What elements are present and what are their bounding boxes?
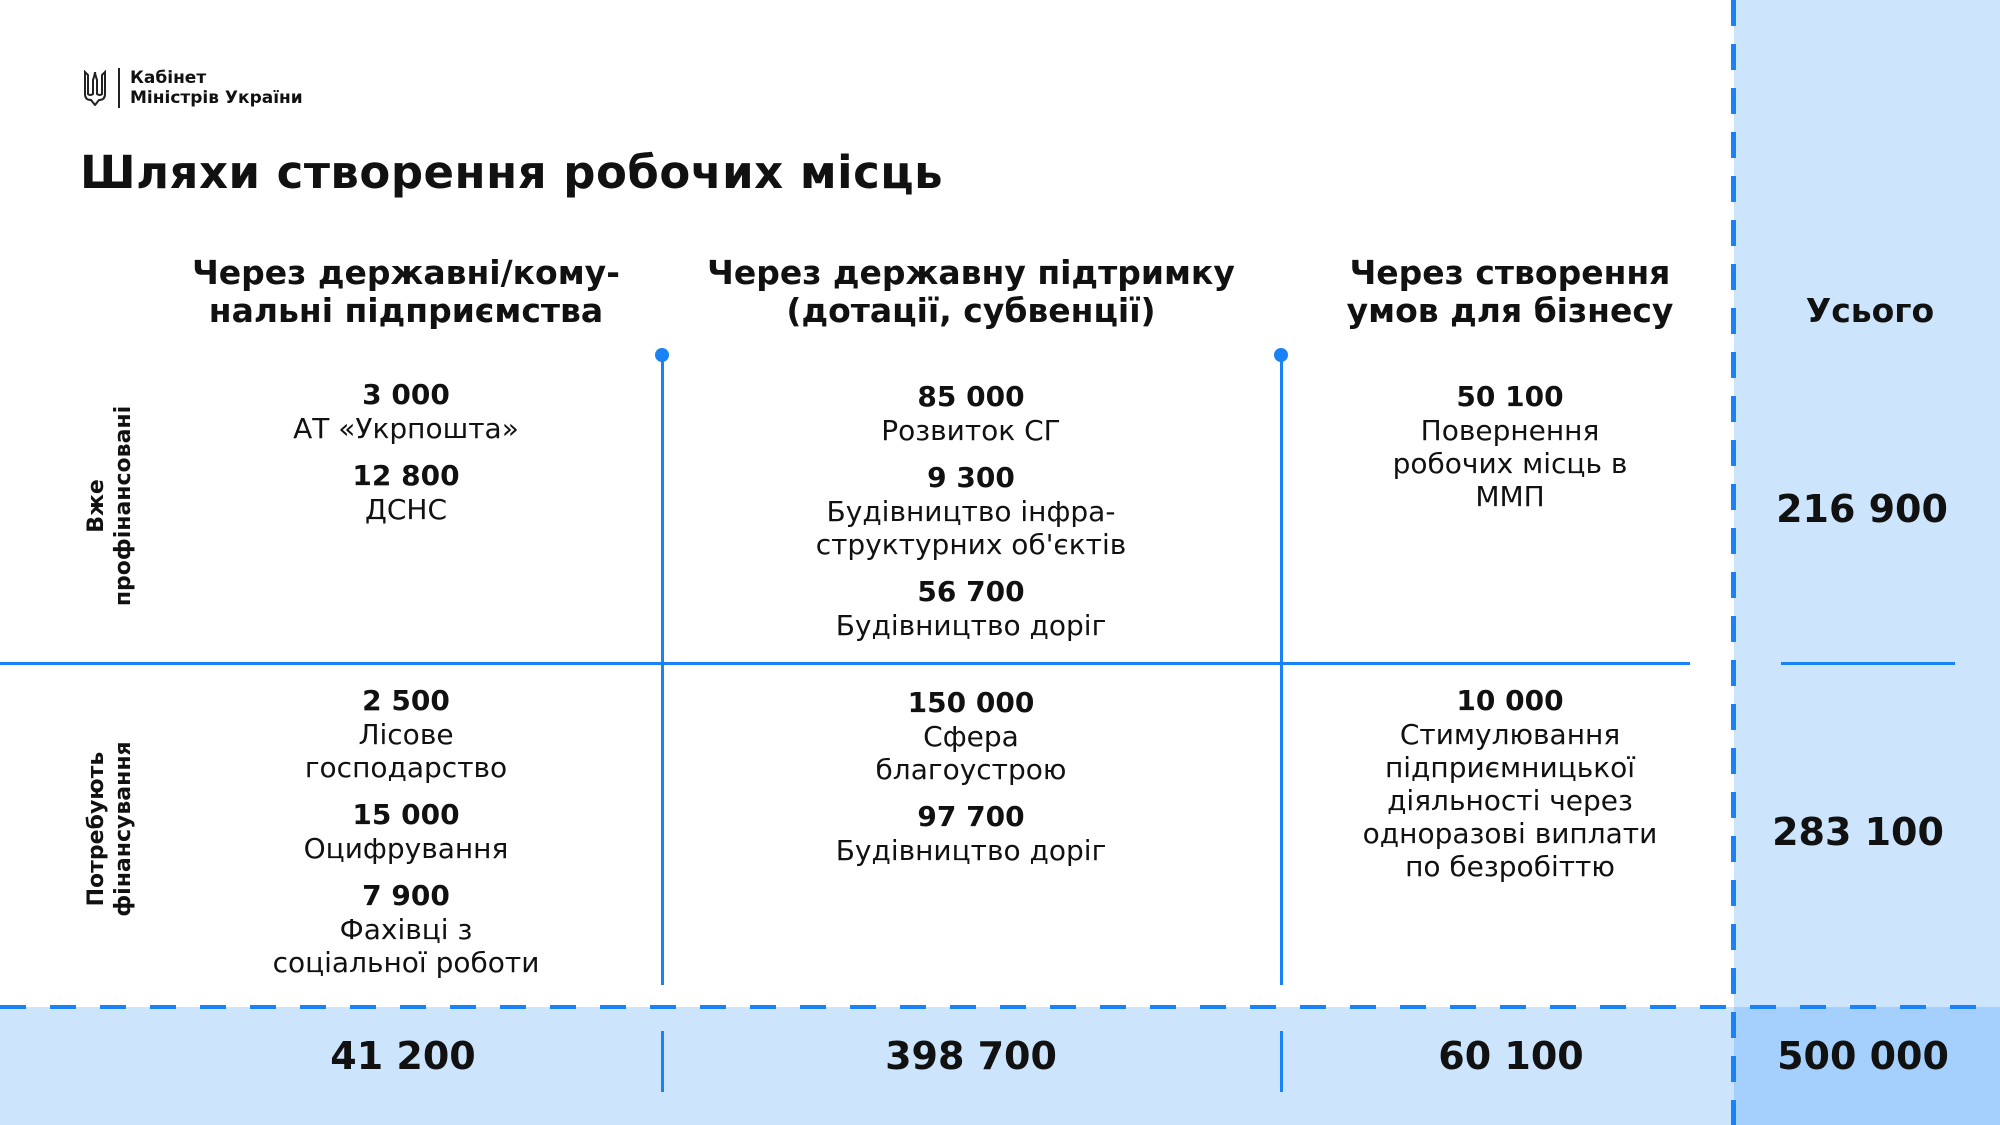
- item-label: АТ «Укрпошта»: [293, 412, 519, 445]
- page-title: Шляхи створення робочих місць: [80, 146, 944, 199]
- item-label: Будівництво доріг: [835, 609, 1107, 642]
- list-item: 97 700 Будівництво доріг: [691, 800, 1251, 867]
- item-value: 50 100: [1456, 380, 1564, 413]
- logo-line2: Міністрів України: [130, 88, 303, 108]
- cell-business-needs: 10 000 Стимулювання підприємницької діяль…: [1230, 684, 1790, 897]
- totals-divider: [0, 1005, 2000, 1009]
- list-item: 56 700 Будівництво доріг: [691, 575, 1251, 642]
- list-item: 150 000 Сфера благоустрою: [691, 686, 1251, 786]
- list-item: 9 300 Будівництво інфра- структурних об'є…: [691, 461, 1251, 561]
- total-divider: [1731, 0, 1736, 1125]
- row-divider: [0, 662, 1690, 665]
- grand-total: 500 000: [1777, 1034, 1949, 1078]
- item-label: Стимулювання підприємницької діяльності …: [1362, 718, 1658, 883]
- total-divider-short: [661, 1031, 664, 1092]
- item-label: ДСНС: [364, 493, 448, 526]
- total-column-bg: [1734, 0, 2000, 1125]
- item-label: Фахівці з соціальної роботи: [272, 913, 540, 979]
- list-item: 7 900 Фахівці з соціальної роботи: [126, 879, 686, 979]
- cell-business-funded: 50 100 Повернення робочих місць в ММП: [1230, 380, 1790, 527]
- tryzub-icon: [84, 70, 106, 106]
- grand-total-bg: [1734, 1007, 2000, 1125]
- logo-separator: [118, 68, 120, 108]
- list-item: 15 000 Оцифрування: [126, 798, 686, 865]
- item-value: 15 000: [352, 798, 460, 831]
- item-value: 85 000: [917, 380, 1025, 413]
- cell-enterprises-needs: 2 500 Лісове господарство 15 000 Оцифруван…: [126, 684, 686, 993]
- item-value: 56 700: [917, 575, 1025, 608]
- column-header-enterprises: Через державні/кому- нальні підприємства: [192, 253, 620, 330]
- item-label: Будівництво інфра- структурних об'єктів: [815, 495, 1127, 561]
- total-state-support: 398 700: [885, 1034, 1057, 1078]
- column-divider: [1280, 355, 1283, 985]
- item-value: 2 500: [362, 684, 450, 717]
- item-label: Будівництво доріг: [835, 834, 1107, 867]
- item-value: 150 000: [907, 686, 1035, 719]
- total-funded: 216 900: [1776, 487, 1948, 531]
- item-label: Сфера благоустрою: [875, 720, 1067, 786]
- item-value: 97 700: [917, 800, 1025, 833]
- list-item: 10 000 Стимулювання підприємницької діяль…: [1230, 684, 1790, 883]
- totals-row-bg: [0, 1007, 2000, 1125]
- column-divider: [661, 355, 664, 985]
- item-label: Розвиток СГ: [881, 414, 1061, 447]
- list-item: 50 100 Повернення робочих місць в ММП: [1230, 380, 1790, 513]
- total-enterprises: 41 200: [330, 1034, 476, 1078]
- list-item: 3 000 АТ «Укрпошта»: [126, 378, 686, 445]
- list-item: 12 800 ДСНС: [126, 459, 686, 526]
- total-business: 60 100: [1438, 1034, 1584, 1078]
- item-value: 7 900: [362, 879, 450, 912]
- divider-dot: [655, 348, 669, 362]
- item-label: Оцифрування: [303, 832, 509, 865]
- divider-dot: [1274, 348, 1288, 362]
- item-value: 10 000: [1456, 684, 1564, 717]
- item-value: 12 800: [352, 459, 460, 492]
- item-label: Повернення робочих місць в ММП: [1392, 414, 1628, 513]
- logo-line1: Кабінет: [130, 68, 207, 88]
- item-label: Лісове господарство: [304, 718, 508, 784]
- column-header-state-support: Через державну підтримку (дотації, субве…: [707, 253, 1235, 330]
- total-divider-short: [1280, 1031, 1283, 1092]
- cell-state-support-funded: 85 000 Розвиток СГ 9 300 Будівництво інфра…: [691, 380, 1251, 656]
- item-value: 3 000: [362, 378, 450, 411]
- list-item: 2 500 Лісове господарство: [126, 684, 686, 784]
- item-value: 9 300: [927, 461, 1015, 494]
- cell-state-support-needs: 150 000 Сфера благоустрою 97 700 Будівницт…: [691, 686, 1251, 881]
- list-item: 85 000 Розвиток СГ: [691, 380, 1251, 447]
- column-header-business: Через створення умов для бізнесу: [1346, 253, 1674, 330]
- logo: Кабінет Міністрів України: [82, 68, 303, 108]
- row-divider-total: [1781, 662, 1955, 665]
- total-needs: 283 100: [1772, 810, 1944, 854]
- column-header-total: Усього: [1805, 291, 1935, 330]
- cell-enterprises-funded: 3 000 АТ «Укрпошта» 12 800 ДСНС: [126, 378, 686, 540]
